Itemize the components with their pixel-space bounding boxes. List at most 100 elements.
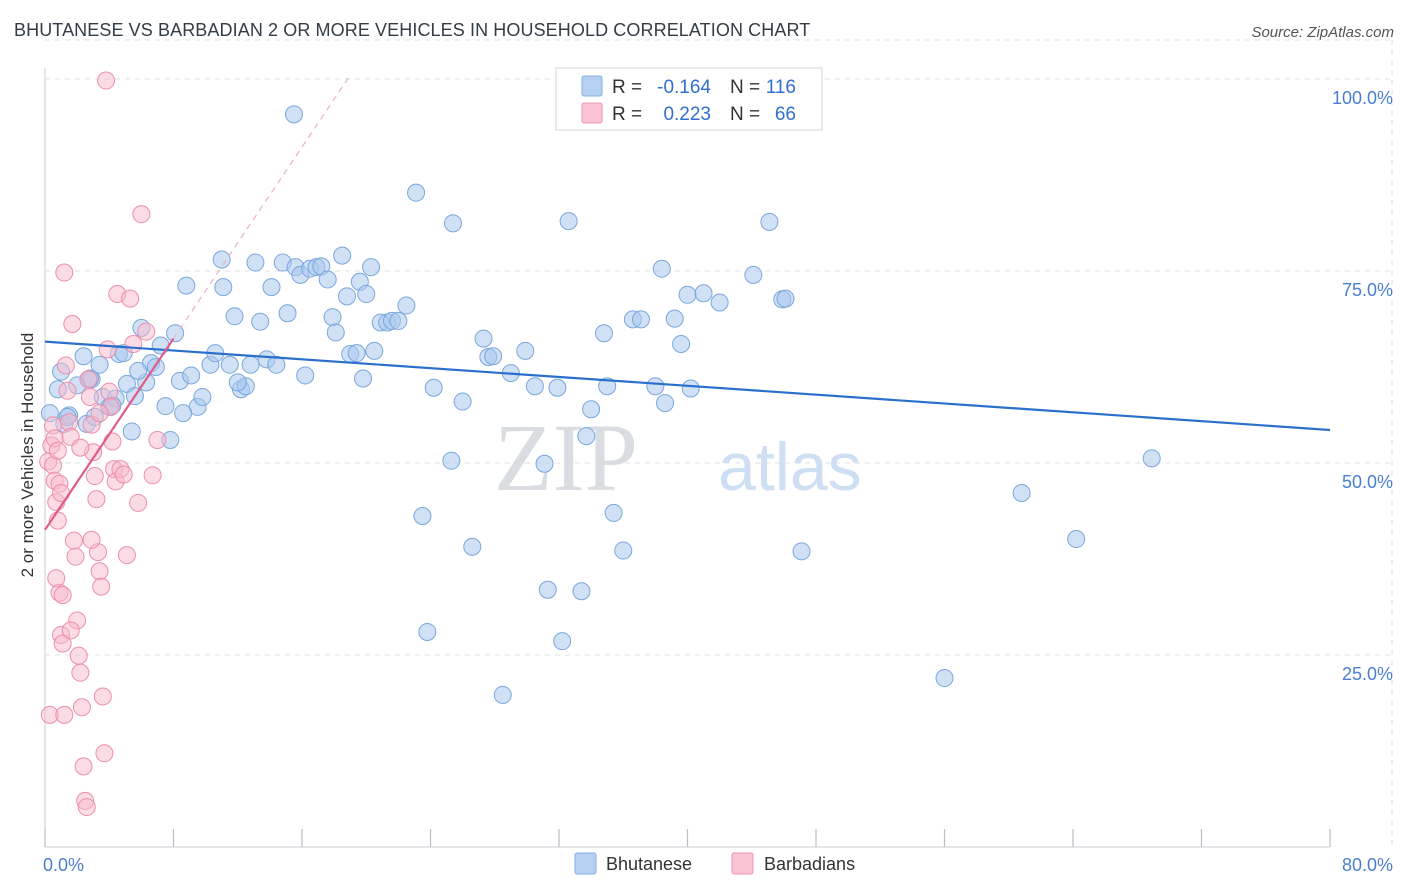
barbadian-point <box>79 370 98 389</box>
bhutanese-point <box>241 355 260 374</box>
barbadian-point <box>71 438 90 457</box>
bhutanese-point <box>365 341 384 360</box>
bhutanese-point <box>151 336 170 355</box>
bhutanese-point <box>129 361 148 380</box>
y-tick-label: 25.0% <box>1342 664 1393 684</box>
bhutanese-point <box>484 347 503 366</box>
legend-swatch-bhutanese <box>581 75 603 97</box>
barbadian-point <box>61 621 80 640</box>
series-legend: Bhutanese Barbadians <box>574 852 855 875</box>
barbadian-point <box>93 687 112 706</box>
bhutanese-point <box>397 296 416 315</box>
gridlines <box>45 39 1393 847</box>
tick-labels: 25.0% 50.0% 75.0% 100.0% 0.0% 80.0% <box>43 88 1393 875</box>
bottom-legend-swatch-barbadian <box>731 852 754 875</box>
watermark-zip: ZIP <box>494 404 638 511</box>
bhutanese-point <box>744 265 763 284</box>
barbadian-point <box>90 404 109 423</box>
bhutanese-point <box>776 289 795 308</box>
bhutanese-point <box>323 308 342 327</box>
bottom-legend-swatch-bhutanese <box>574 852 597 875</box>
y-axis-label: 2 or more Vehicles in Household <box>18 332 37 578</box>
bhutanese-point <box>548 378 567 397</box>
bhutanese-point <box>156 397 175 416</box>
bhutanese-point <box>604 503 623 522</box>
barbadian-point <box>148 430 167 449</box>
chart-title: BHUTANESE VS BARBADIAN 2 OR MORE VEHICLE… <box>14 20 811 40</box>
barbadian-point <box>137 322 156 341</box>
bhutanese-point <box>493 685 512 704</box>
bhutanese-point <box>614 541 633 560</box>
barbadian-point <box>58 381 77 400</box>
bhutanese-point <box>598 377 617 396</box>
stats-legend: R = -0.164 N = 116 R = 0.223 N = 66 <box>555 67 823 131</box>
barbadian-point <box>48 441 67 460</box>
bhutanese-point <box>525 377 544 396</box>
barbadian-point <box>56 356 75 375</box>
bhutanese-point <box>174 404 193 423</box>
bhutanese-point <box>1142 449 1161 468</box>
bhutanese-point <box>443 214 462 233</box>
trend-lines <box>44 74 1331 531</box>
bhutanese-point <box>225 307 244 326</box>
bhutanese-point <box>407 183 426 202</box>
bhutanese-point <box>214 278 233 297</box>
y-tick-label: 50.0% <box>1342 472 1393 492</box>
bhutanese-point <box>582 400 601 419</box>
bhutanese-point <box>577 427 596 446</box>
barbadian-point <box>55 263 74 282</box>
barbadian-point <box>87 490 106 509</box>
bhutanese-point <box>347 344 366 363</box>
x-tick-label: 80.0% <box>1342 855 1393 875</box>
barbadian-point <box>74 757 93 776</box>
barbadian-point <box>63 314 82 333</box>
bhutanese-point <box>333 246 352 265</box>
bhutanese-point <box>251 312 270 331</box>
barbadian-point <box>97 71 116 90</box>
bhutanese-point <box>278 304 297 323</box>
bhutanese-point <box>246 253 265 272</box>
barbadian-point <box>95 744 114 763</box>
bhutanese-point <box>74 347 93 366</box>
bhutanese-point <box>418 622 437 641</box>
bottom-legend-label-barbadian: Barbadians <box>764 854 855 874</box>
bhutanese-point <box>646 377 665 396</box>
bhutanese-point <box>262 278 281 297</box>
bhutanese-point <box>935 669 954 688</box>
legend-n-value-2: 66 <box>775 104 796 125</box>
bhutanese-point <box>267 355 286 374</box>
barbadian-trend-line <box>44 337 175 531</box>
legend-r-value-2: 0.223 <box>663 104 711 125</box>
bhutanese-point <box>177 276 196 295</box>
bhutanese-point <box>681 379 700 398</box>
legend-swatch-barbadian <box>581 102 603 124</box>
bhutanese-point <box>652 259 671 278</box>
bhutanese-point <box>442 451 461 470</box>
barbadian-point <box>100 382 119 401</box>
barbadian-point <box>77 798 96 817</box>
bhutanese-point <box>1012 483 1031 502</box>
bhutanese-point <box>228 373 247 392</box>
bhutanese-point <box>357 285 376 304</box>
bhutanese-point <box>1067 530 1086 549</box>
bhutanese-point <box>665 309 684 328</box>
bhutanese-point <box>193 387 212 406</box>
bhutanese-point <box>284 105 303 124</box>
bhutanese-point <box>326 323 345 342</box>
bhutanese-point <box>535 454 554 473</box>
bhutanese-point <box>594 324 613 343</box>
barbadian-point <box>85 467 104 486</box>
bhutanese-trend-line <box>44 340 1331 432</box>
bottom-legend-label-bhutanese: Bhutanese <box>606 854 692 874</box>
bhutanese-point <box>182 366 201 385</box>
bhutanese-point <box>678 285 697 304</box>
barbadian-point <box>66 547 85 566</box>
bhutanese-point <box>631 310 650 329</box>
bhutanese-point <box>296 366 315 385</box>
bhutanese-point <box>318 270 337 289</box>
barbadian-point <box>72 698 91 717</box>
bhutanese-point <box>424 378 443 397</box>
bhutanese-point <box>572 582 591 601</box>
barbadian-point <box>98 340 117 359</box>
